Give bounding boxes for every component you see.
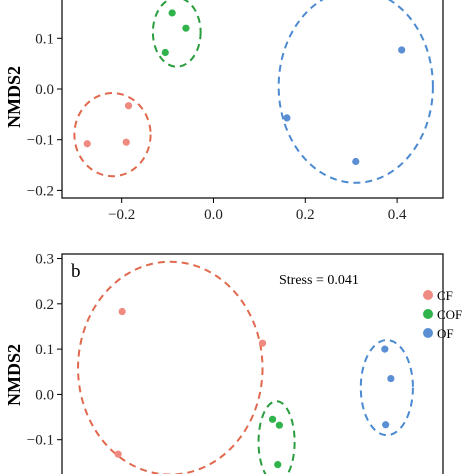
ellipse-cof [151, 0, 202, 68]
y-tick-label: −0.1 [27, 133, 54, 149]
plot-frame [61, 0, 444, 199]
legend-marker-of [423, 328, 433, 338]
x-tick-label: −0.2 [108, 207, 135, 223]
point-of [387, 374, 395, 383]
y-tick-label: 0.1 [35, 31, 54, 47]
y-tick-label: 0.0 [35, 387, 54, 403]
point-cof [161, 48, 169, 57]
point-cof [274, 461, 282, 469]
x-tick-label: 0.0 [204, 207, 223, 223]
point-cf [118, 307, 126, 316]
point-cf [258, 339, 267, 347]
plot-marks [73, 0, 434, 184]
point-of [381, 345, 389, 353]
plot-frame [61, 253, 444, 474]
x-tick-label: 0.4 [388, 207, 407, 223]
y-tick-label: 0.0 [35, 82, 54, 98]
point-cof [268, 415, 277, 423]
point-cof [168, 9, 176, 17]
ellipse-cf [77, 260, 264, 474]
legend: CF COF OF [423, 288, 462, 341]
y-axis-label: NMDS2 [4, 344, 24, 406]
point-cf [122, 138, 130, 146]
point-of [398, 46, 406, 54]
legend-marker-cof [423, 309, 433, 319]
plot-marks [77, 260, 414, 474]
ellipse-cof [257, 400, 296, 474]
y-axis-label: NMDS2 [4, 66, 24, 128]
y-tick-label: 0.1 [35, 342, 54, 358]
point-cf [114, 450, 122, 458]
legend-marker-cf [423, 290, 433, 300]
legend-label-cof: COF [437, 307, 462, 322]
point-of [382, 421, 390, 429]
point-cof [275, 421, 283, 429]
y-tick-label: −0.1 [27, 433, 54, 449]
y-tick-label: 0.3 [35, 252, 54, 268]
y-tick-label: 0.2 [35, 297, 54, 313]
x-tick-label: 0.2 [296, 207, 315, 223]
ellipse-of [277, 0, 434, 184]
legend-label-of: OF [437, 326, 454, 341]
panel-label: b [71, 261, 81, 282]
point-cf [83, 140, 91, 148]
ellipse-of [359, 339, 414, 437]
panel-2: −0.10.00.10.20.30.2NMDS2bStress = 0.041C… [4, 252, 462, 474]
point-of [352, 157, 360, 166]
point-cf [124, 102, 133, 110]
stress-annotation: Stress = 0.041 [279, 273, 359, 288]
ellipse-cf [73, 92, 152, 178]
point-cof [182, 24, 190, 32]
y-tick-label: −0.2 [27, 183, 54, 199]
point-of [283, 114, 291, 122]
legend-label-cf: CF [437, 288, 453, 303]
